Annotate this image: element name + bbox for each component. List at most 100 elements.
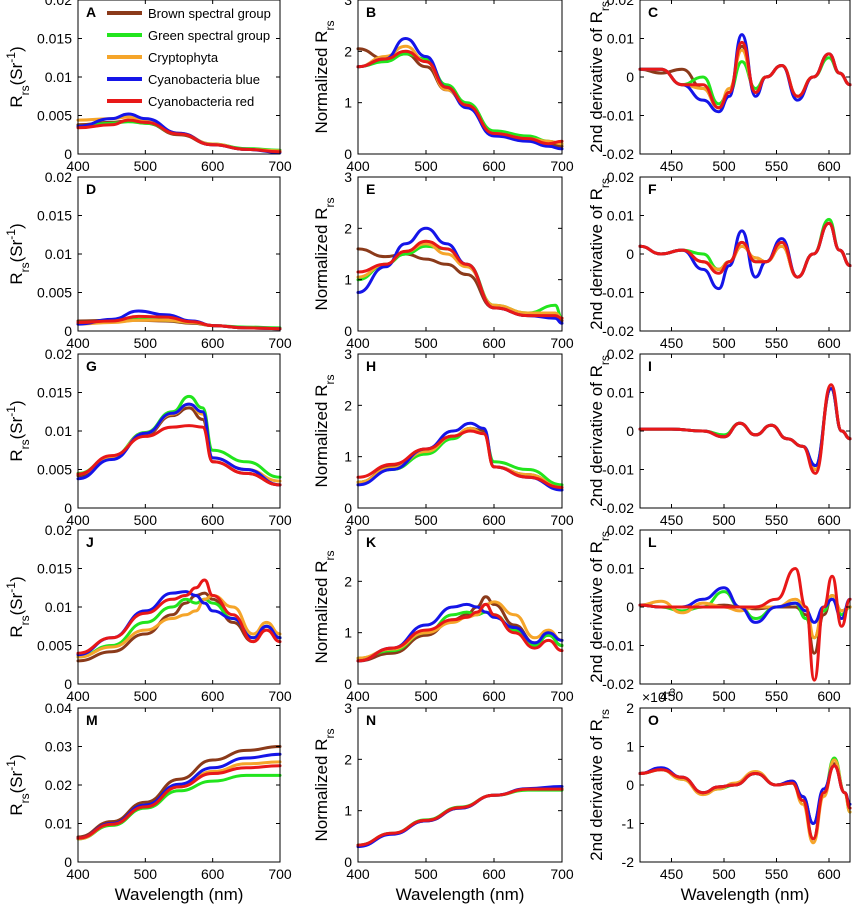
x-tick-label: 600 [817, 866, 841, 882]
panel-letter: D [86, 181, 96, 197]
plot-frame [639, 353, 851, 509]
series-line-cyanobacteria-red [638, 40, 852, 110]
y-tick-label: 1 [344, 803, 352, 819]
y-tick-label: 3 [344, 0, 352, 8]
y-tick-label: 0.005 [37, 108, 72, 124]
panel-C: 450 500 550 600 -0.02 -0.01 0 0.01 0.02 C 2nd deri… [587, 0, 852, 174]
x-tick-label: 600 [817, 158, 841, 174]
panel-K: 400 500 600 700 0 1 2 3K Normalized Rrs [312, 522, 574, 704]
plot-frame [357, 529, 563, 685]
panel-E: 400 500 600 700 0 1 2 3E Normalized Rrs [312, 169, 574, 351]
label-part: ×10 [642, 689, 666, 705]
y-tick-label: 0.02 [607, 522, 634, 538]
label-part: R [7, 625, 26, 637]
label-part: R [7, 272, 26, 284]
label-part: 2nd derivative of R [587, 719, 606, 861]
panel-O: 450 500 550 600 -2 -1 0 1 2O 2nd derivative of Rr… [587, 687, 852, 904]
x-tick-label: 700 [550, 866, 574, 882]
x-tick-label: 550 [765, 158, 789, 174]
y-axis-label: Normalized Rrs [312, 198, 337, 311]
y-tick-label: 0.02 [45, 0, 72, 8]
x-tick-label: 400 [346, 512, 370, 528]
plot-frame [77, 176, 281, 332]
series-line-brown-spectral-group [76, 745, 282, 839]
label-part: Normalized R [312, 385, 331, 488]
x-tick-label: 400 [346, 866, 370, 882]
x-tick-label: 500 [134, 866, 158, 882]
panel-N: 400 500 600 700 0 1 2 3N Normalized Rrs Wavelengt… [312, 700, 574, 904]
series-line-green-spectral-group [638, 56, 852, 106]
y-tick-label: 0 [64, 323, 72, 339]
y-axis-label: 2nd derivative of Rrs [587, 1, 612, 153]
panel-letter: E [366, 181, 375, 197]
y-tick-label: 1 [344, 95, 352, 111]
x-tick-label: 700 [550, 512, 574, 528]
legend-label: Cryptophyta [148, 50, 219, 65]
plot-frame [357, 0, 563, 155]
series-line-cyanobacteria-red [638, 567, 852, 682]
label-part: rs [598, 355, 612, 365]
y-axis-label: 2nd derivative of Rrs [587, 355, 612, 507]
x-tick-label: 400 [66, 158, 90, 174]
x-tick-label: 500 [712, 866, 736, 882]
series-line-cyanobacteria-blue [76, 590, 282, 657]
x-tick-label: 500 [712, 512, 736, 528]
label-part: (Sr [7, 592, 26, 615]
label-part: rs [323, 375, 337, 385]
x-tick-label: 500 [134, 335, 158, 351]
label-part: ) [7, 400, 26, 406]
label-part: rs [598, 1, 612, 11]
x-tick-label: 700 [268, 688, 292, 704]
label-part: -1 [4, 406, 18, 417]
x-axis-label: Wavelength (nm) [681, 885, 810, 904]
label-part: -1 [4, 229, 18, 240]
y-tick-label: 0.015 [37, 561, 72, 577]
y-tick-label: 1 [344, 449, 352, 465]
x-tick-label: 600 [201, 335, 225, 351]
series-line-cyanobacteria-red [356, 602, 564, 663]
y-tick-label: 3 [344, 346, 352, 362]
panel-G: 400 500 600 700 0 0.005 0.01 0.015 0.02 G Rrs(Sr-1… [4, 346, 292, 528]
y-axis-label: Rrs(Sr-1) [4, 46, 32, 107]
x-tick-label: 600 [201, 688, 225, 704]
series-line-cyanobacteria-blue [356, 785, 564, 849]
y-tick-label: 0 [64, 500, 72, 516]
panel-H: 400 500 600 700 0 1 2 3H Normalized Rrs [312, 346, 574, 528]
x-tick-label: 500 [414, 158, 438, 174]
y-tick-label: 2 [344, 43, 352, 59]
y-tick-label: -0.02 [602, 146, 634, 162]
panel-letter: C [648, 4, 658, 20]
plot-frame [357, 176, 563, 332]
panel-A: 400 500 600 700 0 0.005 0.01 0.015 0.02 A Rrs(Sr-1… [4, 0, 292, 174]
label-part: R [7, 803, 26, 815]
x-tick-label: 600 [201, 512, 225, 528]
series-line-cyanobacteria-red [356, 239, 564, 320]
y-tick-label: 0 [344, 500, 352, 516]
panel-letter: N [366, 712, 376, 728]
x-tick-label: 600 [482, 158, 506, 174]
y-tick-label: -0.01 [602, 638, 634, 654]
y-tick-label: 2 [344, 397, 352, 413]
label-part: rs [323, 551, 337, 561]
label-part: rs [598, 178, 612, 188]
y-tick-label: 3 [344, 522, 352, 538]
x-tick-label: 400 [66, 866, 90, 882]
label-part: (Sr [7, 239, 26, 262]
series-line-cyanobacteria-red [638, 764, 852, 841]
series-line-cryptophyta [356, 242, 564, 320]
y-axis-label: 2nd derivative of Rrs [587, 178, 612, 330]
y-tick-label: 0.01 [607, 31, 634, 47]
series-line-cryptophyta [356, 787, 564, 848]
label-part: (Sr [7, 62, 26, 85]
series-line-cyanobacteria-red [356, 429, 564, 489]
label-part: 2nd derivative of R [587, 365, 606, 507]
y-axis-label: Normalized Rrs [312, 551, 337, 664]
y-axis-label: Normalized Rrs [312, 21, 337, 134]
x-tick-label: 700 [268, 158, 292, 174]
y-tick-label: 2 [344, 751, 352, 767]
plot-frame [357, 707, 563, 863]
series-line-cyanobacteria-red [638, 221, 852, 279]
x-tick-label: 700 [268, 335, 292, 351]
series-line-cyanobacteria-blue [356, 226, 564, 325]
y-axis-label: Normalized Rrs [312, 729, 337, 842]
